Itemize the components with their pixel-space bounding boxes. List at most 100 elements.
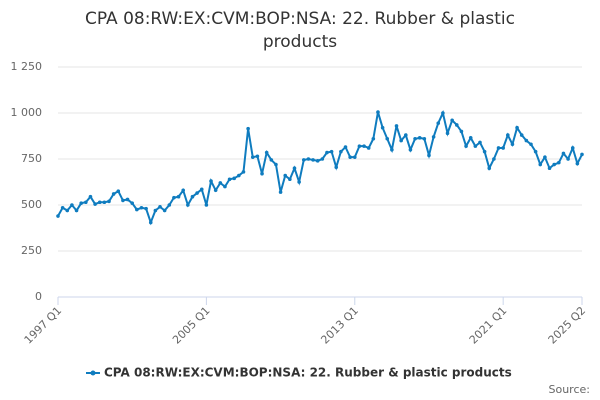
data-point [116,189,121,193]
data-point [246,126,250,131]
data-point [427,153,431,158]
data-point [487,166,492,170]
data-point [97,200,102,205]
data-point [84,200,88,205]
x-tick-label: 1997 Q1 [22,304,65,347]
data-point [70,203,74,207]
data-point [223,184,227,189]
data-point [181,188,186,193]
data-point [510,142,515,147]
data-point [139,205,144,210]
data-point [339,149,343,154]
data-point [325,150,329,155]
data-point [269,158,274,162]
data-point [241,170,246,174]
data-point [167,203,172,207]
data-point [56,214,60,218]
data-point [301,158,306,162]
data-point [329,149,334,154]
data-point [366,146,371,150]
data-point [250,155,255,159]
data-point [343,145,348,149]
data-point [297,180,301,184]
y-tick-label: 500 [21,198,42,211]
data-point [130,201,134,205]
data-point [547,166,552,170]
data-point [385,136,390,141]
data-point [436,121,441,125]
data-point [283,173,288,178]
data-point [79,201,83,205]
data-point [515,125,519,130]
data-point [431,135,436,139]
data-point [570,146,575,150]
data-point [153,208,158,213]
data-point [575,161,580,166]
data-point [186,203,190,207]
data-point [232,176,237,181]
data-point [533,149,538,154]
data-point [135,207,139,212]
data-point [362,144,366,148]
data-point [580,152,584,157]
data-point [158,205,162,209]
data-point [195,191,199,195]
data-point [371,136,376,141]
data-point [162,208,167,213]
data-point [311,158,315,162]
data-point [552,162,556,167]
data-point [199,187,204,192]
data-point [441,111,445,115]
data-point [390,148,394,152]
x-tick-label: 2021 Q1 [467,304,510,347]
data-point [357,144,362,148]
data-point [352,155,357,159]
data-point [376,110,380,114]
data-point [320,157,325,161]
data-point [74,208,79,213]
data-point [213,188,218,193]
source: Source: [549,383,591,396]
data-point [121,198,125,203]
data-point [524,138,529,143]
data-point [227,177,232,182]
data-point [348,155,352,159]
data-point [315,159,320,163]
data-point [413,136,417,141]
data-point [125,197,130,202]
data-point [204,203,209,207]
data-point [519,133,524,137]
data-point [506,133,510,137]
y-tick-label: 1 000 [11,106,43,119]
data-point [492,157,496,161]
data-point [459,129,464,134]
data-point [107,199,111,204]
data-point [543,155,547,159]
data-point [148,220,153,225]
chart-title: CPA 08:RW:EX:CVM:BOP:NSA: 22. Rubber & p… [85,9,515,52]
data-point [144,206,148,211]
data-point [473,144,478,148]
data-point [399,138,403,143]
y-tick-label: 1 250 [11,60,43,73]
data-point [478,140,482,145]
data-point [538,162,543,167]
data-point [306,157,311,161]
data-point [255,154,260,159]
data-point [172,195,176,200]
data-point [88,194,93,199]
data-point [237,173,241,178]
data-point [190,194,195,199]
y-tick-label: 250 [21,244,42,257]
data-point [454,123,459,127]
data-point [482,149,487,154]
data-point [278,190,283,194]
x-tick-label: 2005 Q1 [170,304,213,347]
data-point [403,133,408,137]
y-tick-label: 750 [21,152,42,165]
y-tick-label: 0 [35,290,42,303]
data-point [529,142,533,147]
data-point [264,150,269,155]
data-point [111,192,116,196]
